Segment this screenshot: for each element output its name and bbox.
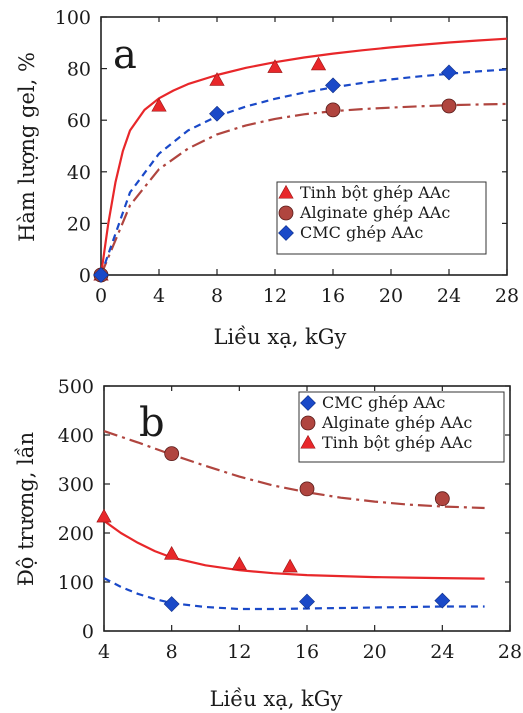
x-tick-label: 4 bbox=[98, 641, 110, 663]
data-point bbox=[209, 72, 225, 86]
panel-a-x-axis-title: Liều xạ, kGy bbox=[214, 325, 347, 349]
data-point bbox=[299, 593, 315, 610]
legend-marker bbox=[278, 184, 294, 199]
legend-label: Alginate ghép AAc bbox=[321, 413, 472, 432]
legend-marker bbox=[300, 415, 316, 431]
data-point bbox=[93, 267, 109, 283]
series-fit-line bbox=[99, 37, 508, 276]
legend-label: Tinh bột ghép AAc bbox=[322, 433, 472, 452]
y-tick-label: 200 bbox=[58, 523, 94, 545]
data-point bbox=[325, 102, 341, 118]
x-tick-label: 16 bbox=[321, 285, 345, 307]
panel-a-tick-labels: 0 4 8 12 16 20 24 28 0 20 40 60 80 100 bbox=[55, 7, 519, 307]
panel-b-x-axis-title: Liều xạ, kGy bbox=[210, 687, 343, 711]
data-point bbox=[267, 59, 283, 73]
x-tick-label: 4 bbox=[153, 285, 165, 307]
data-point bbox=[231, 556, 247, 570]
x-tick-label: 12 bbox=[263, 285, 287, 307]
y-tick-label: 100 bbox=[55, 7, 91, 29]
data-point bbox=[310, 56, 327, 71]
y-tick-label: 0 bbox=[82, 621, 94, 643]
x-tick-label: 28 bbox=[498, 641, 522, 663]
panel-a-letter: a bbox=[113, 32, 137, 78]
y-tick-label: 400 bbox=[58, 425, 94, 447]
x-tick-label: 12 bbox=[227, 641, 251, 663]
data-point bbox=[434, 592, 451, 609]
legend-marker bbox=[278, 225, 294, 241]
data-point bbox=[282, 558, 298, 573]
legend-marker bbox=[300, 395, 316, 411]
panel-b: 4 8 12 16 20 24 28 0 100 200 300 400 500 b Liều xạ, … bbox=[14, 376, 522, 711]
legend-label: Alginate ghép AAc bbox=[299, 203, 450, 222]
y-tick-label: 60 bbox=[67, 110, 91, 132]
x-tick-label: 24 bbox=[437, 285, 461, 307]
panel-a-frame bbox=[100, 16, 508, 276]
y-tick-label: 0 bbox=[79, 265, 91, 287]
x-tick-label: 24 bbox=[430, 641, 454, 663]
panel-b-y-axis-title: Độ trương, lần bbox=[14, 432, 38, 586]
data-point bbox=[434, 491, 450, 507]
data-point bbox=[164, 446, 180, 462]
x-tick-label: 28 bbox=[495, 285, 519, 307]
data-point bbox=[299, 481, 315, 497]
x-tick-label: 8 bbox=[166, 641, 178, 663]
legend-label: Tinh bột ghép AAc bbox=[300, 183, 450, 202]
y-tick-label: 40 bbox=[67, 162, 91, 184]
panel-a-data-points bbox=[93, 56, 457, 283]
panel-a: 0 4 8 12 16 20 24 28 0 20 40 60 80 100 a Liều xạ, kGy… bbox=[15, 7, 519, 349]
legend-label: CMC ghép AAc bbox=[322, 393, 445, 412]
y-tick-label: 300 bbox=[58, 474, 94, 496]
x-tick-label: 0 bbox=[95, 285, 107, 307]
data-point bbox=[151, 97, 167, 112]
panel-b-legend-box bbox=[298, 391, 505, 463]
data-point bbox=[325, 77, 341, 94]
data-point bbox=[163, 596, 180, 612]
panel-b-tick-labels: 4 8 12 16 20 24 28 0 100 200 300 400 500 bbox=[58, 376, 522, 663]
y-tick-label: 20 bbox=[67, 213, 91, 235]
y-tick-label: 500 bbox=[58, 376, 94, 398]
data-point bbox=[441, 64, 457, 81]
legend-label: CMC ghép AAc bbox=[300, 223, 423, 242]
legend-marker bbox=[278, 205, 294, 221]
series-fit-line bbox=[103, 577, 485, 611]
x-tick-label: 20 bbox=[363, 641, 387, 663]
series-fit-line bbox=[99, 102, 508, 276]
panel-b-ticks bbox=[103, 385, 511, 632]
panel-a-legend-box bbox=[276, 181, 487, 255]
panel-b-letter: b bbox=[139, 400, 165, 446]
data-point bbox=[96, 508, 112, 523]
series-fit-line bbox=[99, 68, 508, 276]
x-tick-label: 8 bbox=[211, 285, 223, 307]
data-point bbox=[209, 105, 225, 122]
series-fit-line bbox=[103, 519, 485, 580]
x-tick-label: 16 bbox=[295, 641, 319, 663]
x-tick-label: 20 bbox=[379, 285, 403, 307]
legend-marker bbox=[300, 434, 316, 449]
y-tick-label: 100 bbox=[58, 572, 94, 594]
panel-b-data-points bbox=[96, 446, 451, 612]
y-tick-label: 80 bbox=[67, 59, 91, 81]
panel-a-fit-lines bbox=[99, 37, 508, 276]
data-point bbox=[164, 545, 180, 560]
panel-a-y-axis-title: Hàm lượng gel, % bbox=[15, 52, 39, 242]
data-point bbox=[441, 98, 457, 114]
